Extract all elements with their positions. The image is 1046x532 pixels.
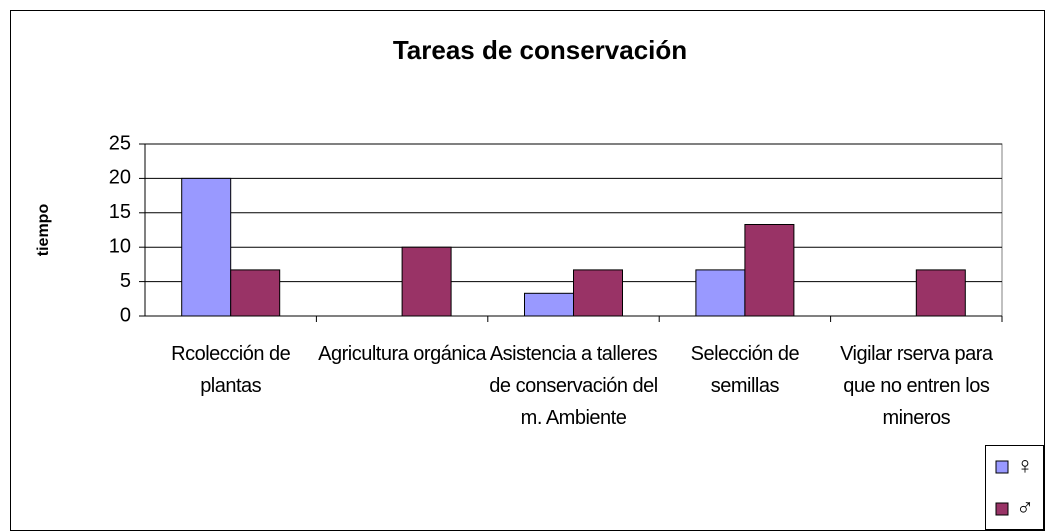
x-tick-label: Vigilar rserva para que no entren los mi… [840, 343, 993, 429]
y-tick-label: 25 [109, 132, 131, 154]
bar [230, 269, 281, 317]
legend-box [985, 445, 1044, 530]
chart-title: Tareas de conservación [393, 35, 687, 65]
bar [524, 292, 574, 317]
bar [915, 269, 966, 317]
legend-swatch [995, 460, 1009, 474]
y-tick-label: 10 [109, 235, 131, 257]
y-tick-label: 15 [109, 201, 131, 223]
x-tick-label: Agricultura orgánica [318, 343, 487, 365]
bar [744, 223, 795, 317]
y-tick-label: 5 [120, 270, 131, 292]
x-tick-label: Rcolección de plantas [171, 343, 291, 397]
bar [573, 269, 623, 317]
bar [695, 269, 746, 317]
bar [401, 246, 452, 317]
legend-swatch [995, 502, 1009, 516]
x-tick-label: Selección de semillas [690, 343, 800, 397]
bar [181, 177, 232, 317]
x-tick-label: Asistencia a talleres de conservación de… [489, 343, 658, 429]
y-tick-label: 0 [120, 304, 131, 326]
y-axis-label: tiempo [35, 204, 52, 257]
legend-label: ♂ [1016, 494, 1034, 521]
y-tick-label: 20 [109, 167, 131, 189]
legend-label: ♀ [1016, 452, 1034, 479]
